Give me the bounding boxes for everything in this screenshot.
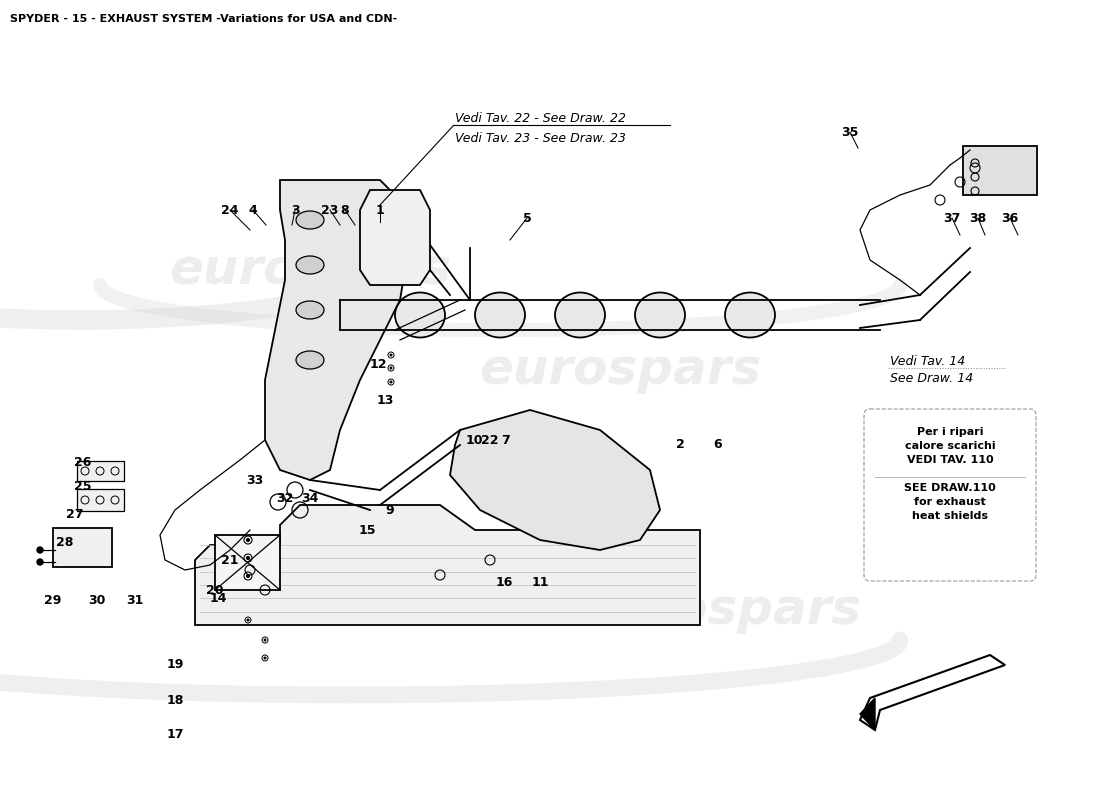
- FancyBboxPatch shape: [77, 461, 124, 481]
- Text: SPYDER - 15 - EXHAUST SYSTEM -Variations for USA and CDN-: SPYDER - 15 - EXHAUST SYSTEM -Variations…: [10, 14, 397, 24]
- Text: 7: 7: [500, 434, 509, 446]
- Circle shape: [37, 547, 43, 553]
- Ellipse shape: [556, 293, 605, 338]
- Text: 18: 18: [166, 694, 184, 706]
- Text: 38: 38: [969, 211, 987, 225]
- Text: VEDI TAV. 110: VEDI TAV. 110: [906, 455, 993, 465]
- FancyBboxPatch shape: [962, 146, 1037, 195]
- Text: 15: 15: [359, 523, 376, 537]
- Text: 32: 32: [276, 491, 294, 505]
- Polygon shape: [450, 410, 660, 550]
- Text: 13: 13: [376, 394, 394, 406]
- Text: See Draw. 14: See Draw. 14: [890, 372, 974, 385]
- Text: 33: 33: [246, 474, 264, 486]
- Ellipse shape: [725, 293, 775, 338]
- Ellipse shape: [296, 301, 324, 319]
- Polygon shape: [265, 180, 410, 480]
- Text: 37: 37: [944, 211, 960, 225]
- Text: 3: 3: [290, 203, 299, 217]
- Circle shape: [264, 639, 266, 641]
- Polygon shape: [214, 535, 280, 590]
- Text: 6: 6: [714, 438, 723, 451]
- Text: 36: 36: [1001, 211, 1019, 225]
- Polygon shape: [860, 698, 875, 730]
- Text: 5: 5: [522, 211, 531, 225]
- Ellipse shape: [635, 293, 685, 338]
- Ellipse shape: [475, 293, 525, 338]
- Text: 12: 12: [370, 358, 387, 371]
- Text: 16: 16: [495, 575, 513, 589]
- Text: Vedi Tav. 14: Vedi Tav. 14: [890, 355, 966, 368]
- FancyBboxPatch shape: [53, 528, 112, 567]
- Text: calore scarichi: calore scarichi: [904, 441, 996, 451]
- Text: 1: 1: [375, 203, 384, 217]
- Text: heat shields: heat shields: [912, 511, 988, 521]
- Text: 25: 25: [75, 481, 91, 494]
- Text: Per i ripari: Per i ripari: [916, 427, 983, 437]
- Text: 34: 34: [301, 491, 319, 505]
- Text: 27: 27: [66, 509, 84, 522]
- Circle shape: [246, 557, 250, 559]
- Text: 10: 10: [465, 434, 483, 446]
- Polygon shape: [360, 190, 430, 285]
- Circle shape: [246, 574, 250, 578]
- Text: 28: 28: [56, 537, 74, 550]
- Text: 26: 26: [75, 455, 91, 469]
- Polygon shape: [860, 655, 1005, 730]
- Text: 4: 4: [249, 203, 257, 217]
- Ellipse shape: [395, 293, 446, 338]
- FancyBboxPatch shape: [864, 409, 1036, 581]
- Text: eurospars: eurospars: [579, 586, 861, 634]
- Text: eurospars: eurospars: [478, 346, 761, 394]
- Text: Vedi Tav. 22 - See Draw. 22: Vedi Tav. 22 - See Draw. 22: [455, 112, 626, 125]
- Text: 8: 8: [341, 203, 350, 217]
- Ellipse shape: [296, 351, 324, 369]
- Text: 19: 19: [166, 658, 184, 671]
- Circle shape: [390, 367, 392, 369]
- Text: for exhaust: for exhaust: [914, 497, 986, 507]
- Text: 23: 23: [321, 203, 339, 217]
- Text: 31: 31: [126, 594, 144, 606]
- Circle shape: [390, 354, 392, 356]
- FancyBboxPatch shape: [77, 489, 124, 511]
- Text: 30: 30: [88, 594, 106, 606]
- Text: Vedi Tav. 23 - See Draw. 23: Vedi Tav. 23 - See Draw. 23: [455, 132, 626, 145]
- Circle shape: [246, 538, 250, 542]
- Circle shape: [264, 657, 266, 659]
- Circle shape: [390, 381, 392, 383]
- Text: 9: 9: [386, 503, 394, 517]
- Polygon shape: [195, 505, 700, 625]
- Ellipse shape: [296, 256, 324, 274]
- Text: 22: 22: [482, 434, 498, 446]
- Text: 35: 35: [842, 126, 859, 138]
- Circle shape: [37, 559, 43, 565]
- Text: SEE DRAW.110: SEE DRAW.110: [904, 483, 996, 493]
- Text: eurospars: eurospars: [169, 246, 451, 294]
- Text: 24: 24: [221, 203, 239, 217]
- Text: 20: 20: [207, 583, 223, 597]
- Text: 14: 14: [209, 591, 227, 605]
- Circle shape: [248, 619, 249, 621]
- Ellipse shape: [296, 211, 324, 229]
- Text: 21: 21: [221, 554, 239, 566]
- Text: 17: 17: [166, 729, 184, 742]
- Text: 29: 29: [44, 594, 62, 606]
- Text: 11: 11: [531, 575, 549, 589]
- Text: 2: 2: [675, 438, 684, 451]
